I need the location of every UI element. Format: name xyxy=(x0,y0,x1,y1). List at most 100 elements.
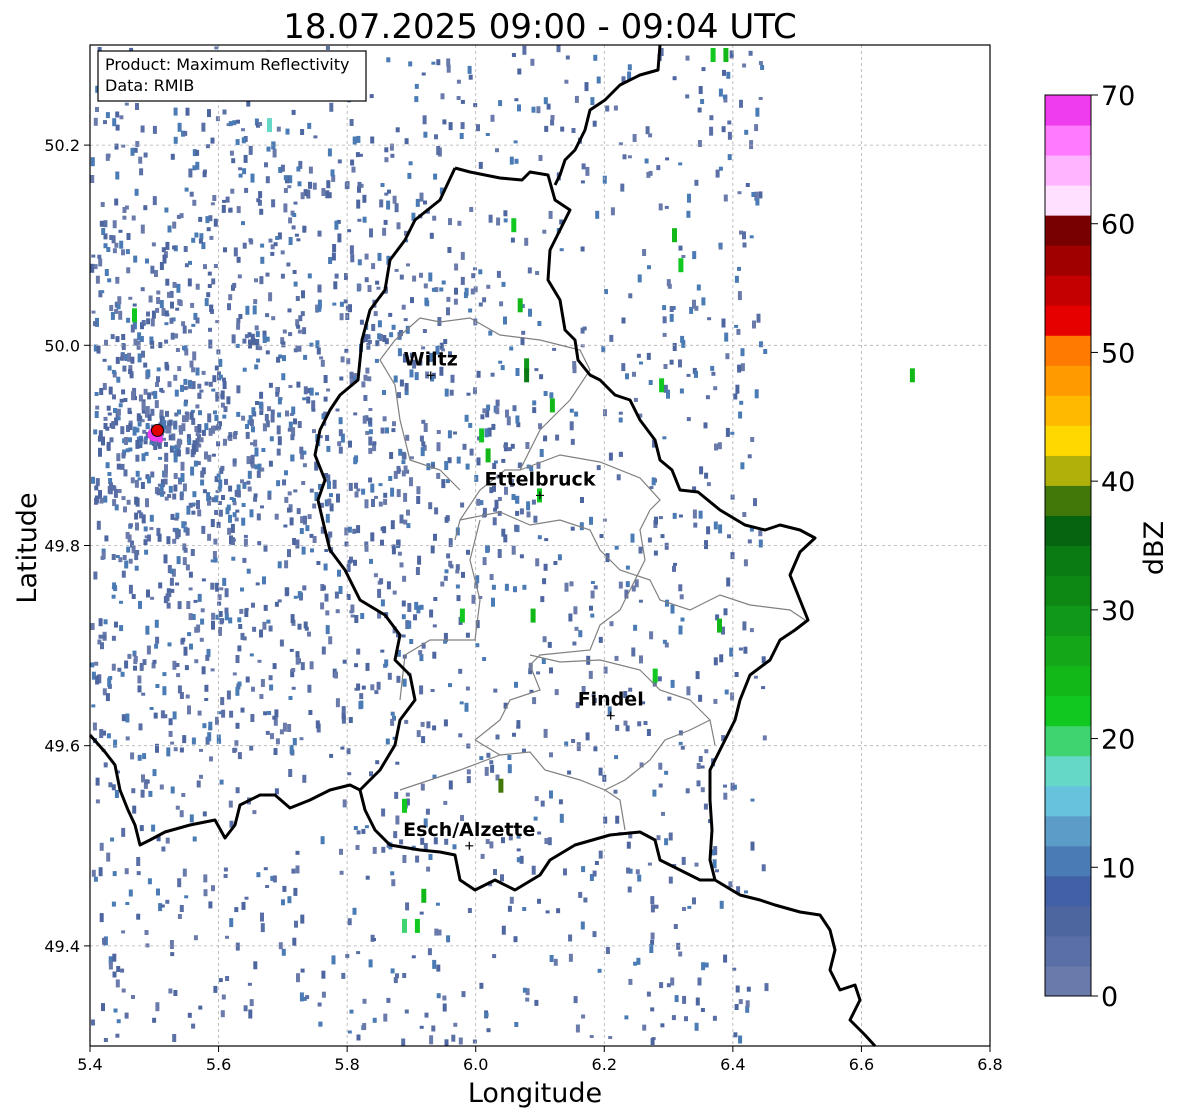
echo-pixel xyxy=(713,657,718,666)
echo-pixel xyxy=(277,397,282,405)
echo-pixel xyxy=(262,576,266,585)
echo-pixel xyxy=(689,306,694,314)
echo-pixel xyxy=(648,170,653,176)
echo-pixel xyxy=(248,145,253,155)
echo-pixel xyxy=(185,564,190,571)
echo-pixel xyxy=(292,538,297,545)
echo-pixel xyxy=(536,106,541,114)
colorbar-segment xyxy=(1045,575,1091,607)
echo-pixel xyxy=(396,632,400,638)
echo-pixel xyxy=(110,311,115,320)
echo-pixel xyxy=(227,303,231,311)
echo-pixel xyxy=(291,109,296,115)
colorbar-frame xyxy=(1044,94,1092,997)
echo-pixel xyxy=(250,333,255,340)
echo-pixel xyxy=(718,524,723,534)
echo-pixel xyxy=(143,436,148,441)
echo-pixel xyxy=(216,521,221,528)
echo-pixel xyxy=(157,440,162,447)
echo-pixel xyxy=(362,998,367,1004)
echo-pixel xyxy=(318,1021,323,1027)
echo-pixel xyxy=(356,525,361,534)
echo-pixel xyxy=(618,142,623,146)
echo-pixel xyxy=(169,445,174,453)
echo-pixel xyxy=(658,516,663,520)
echo-pixel xyxy=(700,99,705,104)
echo-pixel xyxy=(496,217,501,226)
echo-pixel xyxy=(598,767,603,776)
echo-pixel xyxy=(288,769,293,777)
echo-pixel xyxy=(204,298,209,307)
echo-pixel xyxy=(140,482,145,489)
echo-pixel xyxy=(340,356,345,363)
echo-pixel xyxy=(265,730,270,735)
echo-pixel xyxy=(715,869,719,873)
colorbar-segment xyxy=(1045,275,1091,306)
echo-pixel xyxy=(373,311,378,317)
echo-pixel xyxy=(699,466,704,475)
echo-pixel xyxy=(265,336,270,342)
echo-pixel xyxy=(232,512,237,518)
echo-pixel xyxy=(260,923,265,933)
echo-pixel xyxy=(277,561,282,569)
city-label: Ettelbruck xyxy=(485,468,596,490)
echo-pixel xyxy=(111,485,116,488)
echo-pixel xyxy=(465,463,470,470)
echo-pixel xyxy=(114,308,119,314)
echo-pixel xyxy=(207,732,212,742)
echo-pixel xyxy=(424,1012,429,1018)
colorbar-segment xyxy=(1045,665,1091,697)
echo-pixel xyxy=(142,429,147,434)
echo-pixel xyxy=(745,1000,750,1008)
echo-pixel xyxy=(328,636,333,645)
echo-pixel xyxy=(558,799,563,805)
echo-pixel xyxy=(674,995,679,1003)
echo-pixel xyxy=(151,242,156,247)
echo-pixel xyxy=(204,684,209,692)
echo-pixel xyxy=(493,507,498,512)
echo-pixel xyxy=(652,439,656,448)
echo-pixel xyxy=(189,360,194,368)
echo-pixel xyxy=(226,396,231,405)
echo-pixel xyxy=(242,481,247,489)
echo-pixel xyxy=(496,270,501,278)
echo-pixel xyxy=(402,678,407,687)
echo-pixel xyxy=(341,712,346,720)
echo-pixel xyxy=(671,1015,676,1021)
echo-pixel xyxy=(592,120,597,127)
echo-pixel xyxy=(354,491,359,498)
echo-pixel xyxy=(614,655,619,661)
echo-pixel xyxy=(253,496,258,502)
colorbar-segment xyxy=(1045,905,1091,937)
echo-pixel xyxy=(678,162,683,166)
echo-pixel xyxy=(401,600,406,607)
echo-pixel xyxy=(763,349,768,354)
echo-pixel xyxy=(121,988,126,993)
echo-pixel xyxy=(553,561,558,565)
echo-pixel xyxy=(410,297,414,304)
colorbar-segment xyxy=(1045,605,1091,637)
echo-pixel xyxy=(116,966,121,972)
echo-pixel xyxy=(123,506,127,513)
echo-pixel xyxy=(305,995,310,1000)
echo-pixel xyxy=(344,273,348,280)
echo-pixel xyxy=(504,583,509,591)
echo-pixel xyxy=(302,450,307,455)
echo-pixel xyxy=(620,183,625,192)
echo-pixel xyxy=(572,361,577,369)
echo-pixel xyxy=(159,409,164,419)
canton-line xyxy=(399,519,481,701)
echo-pixel xyxy=(272,875,277,883)
echo-pixel xyxy=(131,594,136,599)
echo-pixel xyxy=(194,232,199,238)
echo-pixel xyxy=(625,581,630,588)
echo-pixel xyxy=(380,183,385,187)
echo-pixel xyxy=(210,519,215,527)
echo-pixel xyxy=(446,64,451,73)
echo-pixel xyxy=(314,492,319,501)
echo-pixel xyxy=(187,632,192,637)
echo-pixel xyxy=(660,1023,665,1028)
echo-pixel xyxy=(369,228,373,238)
echo-pixel xyxy=(213,264,218,268)
precip-cell xyxy=(524,368,530,383)
